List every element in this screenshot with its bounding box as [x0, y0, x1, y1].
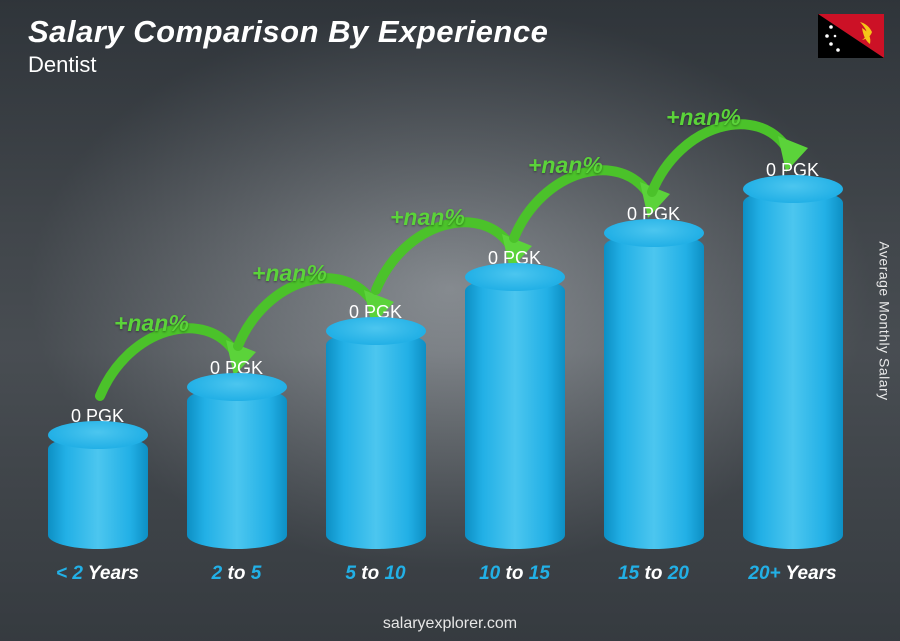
page-title: Salary Comparison By Experience [28, 14, 548, 50]
category-label-cell: 15 to 20 [590, 563, 717, 585]
category-label: 15 to 20 [590, 563, 717, 585]
bar-chart: +nan%+nan%+nan%+nan%+nan% 0 PGK0 PGK0 PG… [34, 100, 856, 585]
category-label: 5 to 10 [312, 563, 439, 585]
category-accent: 2 [212, 563, 223, 584]
category-axis: < 2 Years2 to 55 to 1010 to 1515 to 2020… [34, 563, 856, 585]
bar [743, 189, 843, 549]
bar-slot: 0 PGK [451, 119, 578, 549]
category-label-cell: 20+ Years [729, 563, 856, 585]
category-mid: to [222, 563, 251, 584]
bar-front [326, 331, 426, 549]
category-label-cell: 10 to 15 [451, 563, 578, 585]
y-axis-label-container: Average Monthly Salary [874, 0, 896, 641]
category-accent2: 20 [668, 563, 689, 584]
bar-slot: 0 PGK [312, 119, 439, 549]
bar [604, 233, 704, 549]
bar-slot: 0 PGK [729, 119, 856, 549]
y-axis-label: Average Monthly Salary [877, 241, 893, 400]
category-mid: to [639, 563, 668, 584]
bars-row: 0 PGK0 PGK0 PGK0 PGK0 PGK0 PGK [34, 119, 856, 549]
category-label: < 2 Years [34, 563, 161, 585]
footer-source: salaryexplorer.com [0, 615, 900, 633]
category-label: 10 to 15 [451, 563, 578, 585]
category-label-cell: < 2 Years [34, 563, 161, 585]
bar-top-ellipse [743, 175, 843, 203]
bar-top-ellipse [326, 317, 426, 345]
bar [465, 277, 565, 549]
bar-top-ellipse [48, 421, 148, 449]
category-rest: Years [781, 563, 837, 584]
category-accent: 15 [618, 563, 639, 584]
bar-front [743, 189, 843, 549]
bar-slot: 0 PGK [173, 119, 300, 549]
category-rest: Years [83, 563, 139, 584]
bar-front [187, 387, 287, 549]
bar [326, 331, 426, 549]
category-accent: < 2 [56, 563, 83, 584]
category-label-cell: 5 to 10 [312, 563, 439, 585]
page-subtitle: Dentist [28, 52, 548, 78]
category-mid: to [356, 563, 385, 584]
bar-front [48, 435, 148, 549]
category-accent: 20+ [748, 563, 780, 584]
category-label: 2 to 5 [173, 563, 300, 585]
category-accent2: 10 [384, 563, 405, 584]
category-label-cell: 2 to 5 [173, 563, 300, 585]
bar-front [465, 277, 565, 549]
title-block: Salary Comparison By Experience Dentist [28, 14, 548, 78]
category-accent2: 5 [251, 563, 262, 584]
bar-top-ellipse [187, 373, 287, 401]
infographic-root: Salary Comparison By Experience Dentist … [0, 0, 900, 641]
bar-front [604, 233, 704, 549]
bar-slot: 0 PGK [34, 119, 161, 549]
category-mid: to [500, 563, 529, 584]
category-label: 20+ Years [729, 563, 856, 585]
bar-top-ellipse [465, 263, 565, 291]
category-accent: 10 [479, 563, 500, 584]
category-accent2: 15 [529, 563, 550, 584]
bar [48, 435, 148, 549]
bar-top-ellipse [604, 219, 704, 247]
bar [187, 387, 287, 549]
category-accent: 5 [345, 563, 356, 584]
bar-slot: 0 PGK [590, 119, 717, 549]
